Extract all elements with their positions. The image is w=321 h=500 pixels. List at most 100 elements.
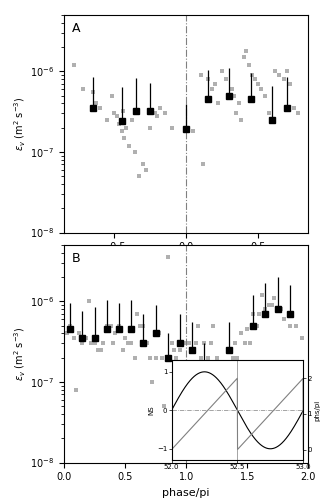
Point [92, 340, 97, 347]
Point [135, 310, 140, 318]
Point [281, 75, 286, 83]
Point [116, 120, 121, 128]
Point [93, 100, 98, 108]
Point [117, 322, 122, 330]
Point [152, 110, 157, 118]
Point [86, 298, 91, 306]
Point [266, 301, 272, 309]
Point [220, 378, 225, 386]
Point [250, 71, 255, 79]
Point [198, 71, 203, 79]
Point [113, 330, 118, 338]
Point [89, 340, 94, 347]
Point [153, 354, 158, 362]
Point [220, 68, 225, 76]
Point [74, 386, 79, 394]
X-axis label: u (m/s): u (m/s) [166, 258, 206, 268]
Point [198, 354, 204, 362]
Point [72, 61, 77, 69]
Point [132, 148, 137, 156]
Point [80, 340, 85, 347]
Point [90, 88, 95, 96]
Point [267, 110, 272, 118]
Point [227, 92, 232, 100]
Point [193, 340, 198, 347]
Point [211, 322, 216, 330]
Point [123, 334, 128, 342]
Point [205, 354, 211, 362]
Point [143, 166, 149, 174]
Point [208, 340, 213, 347]
X-axis label: phase/pi: phase/pi [162, 488, 210, 498]
Point [134, 110, 139, 118]
Point [226, 378, 231, 386]
Y-axis label: phs/pi: phs/pi [315, 400, 321, 421]
Point [231, 92, 236, 100]
Point [247, 61, 252, 69]
Point [235, 354, 240, 362]
Point [215, 100, 220, 108]
Point [237, 100, 242, 108]
Point [119, 128, 124, 136]
Point [136, 172, 141, 180]
Point [126, 142, 131, 150]
Point [209, 85, 214, 93]
Point [165, 254, 170, 262]
Point [104, 322, 109, 330]
Point [109, 92, 114, 100]
Point [241, 53, 246, 61]
Point [122, 134, 127, 141]
Point [238, 116, 243, 124]
Point [279, 305, 284, 313]
Point [112, 110, 117, 118]
Point [108, 322, 113, 330]
Point [269, 301, 274, 309]
Point [275, 305, 280, 313]
Y-axis label: $\varepsilon_v$ (m$^2$ s$^{-3}$): $\varepsilon_v$ (m$^2$ s$^{-3}$) [12, 326, 28, 381]
Point [155, 112, 160, 120]
Point [299, 334, 305, 342]
Point [169, 124, 174, 132]
Point [272, 294, 277, 302]
Point [178, 346, 183, 354]
Point [141, 160, 146, 168]
Point [129, 116, 134, 124]
Point [277, 71, 282, 79]
Point [253, 75, 258, 83]
Point [125, 340, 130, 347]
Point [254, 322, 259, 330]
Point [214, 354, 219, 362]
Point [230, 85, 235, 93]
Point [169, 340, 174, 347]
Point [224, 75, 229, 83]
Point [98, 104, 103, 112]
Point [137, 322, 143, 330]
Point [105, 116, 110, 124]
Point [174, 354, 179, 362]
Point [247, 340, 252, 347]
Point [205, 75, 210, 83]
Point [293, 322, 299, 330]
Point [239, 330, 244, 338]
Point [218, 372, 223, 380]
Point [129, 340, 134, 347]
Point [242, 340, 247, 347]
Point [259, 291, 265, 299]
Point [162, 110, 167, 118]
Point [147, 354, 152, 362]
Point [212, 80, 217, 88]
Point [158, 104, 163, 112]
Point [186, 340, 191, 347]
Point [284, 68, 289, 76]
Point [80, 85, 85, 93]
Point [159, 354, 164, 362]
Point [148, 124, 153, 132]
Point [68, 322, 73, 330]
Point [71, 334, 76, 342]
Point [120, 346, 125, 354]
Point [162, 402, 167, 410]
Point [83, 334, 89, 342]
Point [196, 322, 201, 330]
Point [76, 330, 82, 338]
Text: A: A [72, 22, 80, 35]
